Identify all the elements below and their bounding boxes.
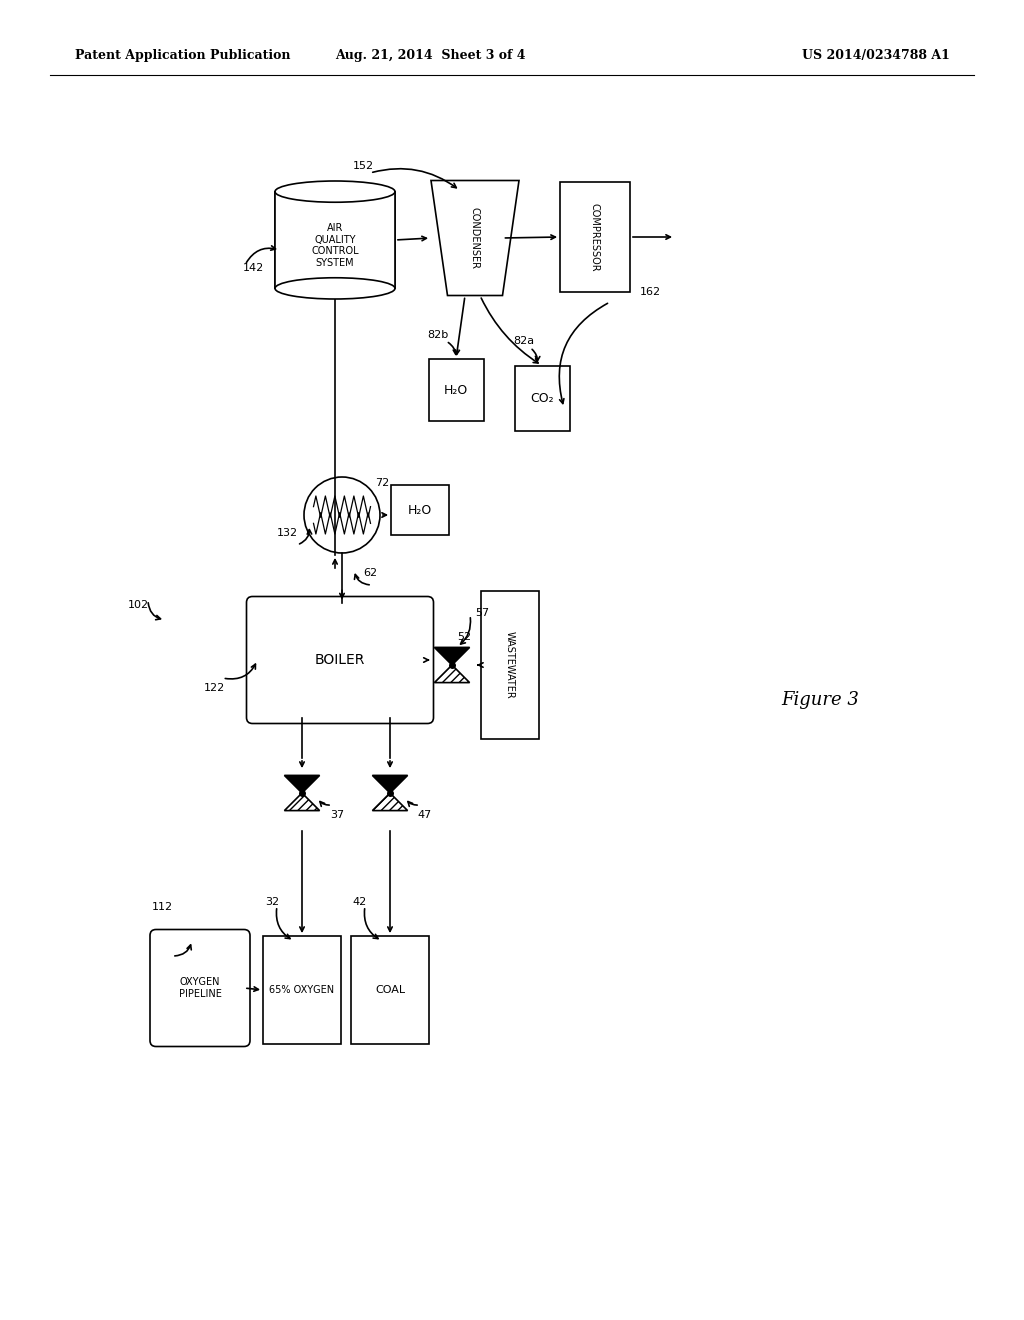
Text: 112: 112 xyxy=(152,903,173,912)
Bar xyxy=(481,591,539,739)
Bar xyxy=(560,182,630,292)
Text: H₂O: H₂O xyxy=(443,384,468,396)
Polygon shape xyxy=(373,793,408,810)
Bar xyxy=(263,936,341,1044)
Bar xyxy=(428,359,483,421)
Text: 47: 47 xyxy=(418,810,432,820)
Text: 102: 102 xyxy=(127,601,148,610)
Polygon shape xyxy=(431,181,519,296)
Text: Figure 3: Figure 3 xyxy=(781,690,859,709)
Text: BOILER: BOILER xyxy=(314,653,366,667)
Bar xyxy=(275,191,395,288)
Text: 122: 122 xyxy=(204,682,225,693)
Text: CO₂: CO₂ xyxy=(530,392,554,404)
Text: 72: 72 xyxy=(375,478,389,488)
Text: Aug. 21, 2014  Sheet 3 of 4: Aug. 21, 2014 Sheet 3 of 4 xyxy=(335,49,525,62)
Ellipse shape xyxy=(275,277,395,300)
FancyBboxPatch shape xyxy=(247,597,433,723)
Text: OXYGEN
PIPELINE: OXYGEN PIPELINE xyxy=(178,977,221,999)
Text: 82a: 82a xyxy=(513,337,535,346)
Text: 65% OXYGEN: 65% OXYGEN xyxy=(269,985,335,995)
Text: CONDENSER: CONDENSER xyxy=(470,207,480,269)
Text: 52: 52 xyxy=(457,632,471,642)
Text: 57: 57 xyxy=(475,609,489,618)
Text: H₂O: H₂O xyxy=(408,503,432,516)
Text: 37: 37 xyxy=(330,810,344,820)
Text: 32: 32 xyxy=(265,898,280,907)
FancyBboxPatch shape xyxy=(150,929,250,1047)
Polygon shape xyxy=(373,775,408,793)
Text: AIR
QUALITY
CONTROL
SYSTEM: AIR QUALITY CONTROL SYSTEM xyxy=(311,223,358,268)
Text: 42: 42 xyxy=(353,898,368,907)
Circle shape xyxy=(304,477,380,553)
Text: 132: 132 xyxy=(276,528,298,539)
Text: 152: 152 xyxy=(352,161,374,172)
Text: US 2014/0234788 A1: US 2014/0234788 A1 xyxy=(802,49,950,62)
Text: 62: 62 xyxy=(362,568,377,578)
Bar xyxy=(391,484,449,535)
Text: Patent Application Publication: Patent Application Publication xyxy=(75,49,291,62)
Text: COAL: COAL xyxy=(375,985,406,995)
Polygon shape xyxy=(285,793,319,810)
Polygon shape xyxy=(434,665,470,682)
Text: 82b: 82b xyxy=(427,330,449,341)
Text: 142: 142 xyxy=(243,263,263,273)
Bar xyxy=(514,366,569,430)
Bar xyxy=(351,936,429,1044)
Text: 162: 162 xyxy=(639,286,660,297)
Ellipse shape xyxy=(275,181,395,202)
Polygon shape xyxy=(434,647,470,665)
Text: COMPRESSOR: COMPRESSOR xyxy=(590,203,600,272)
Polygon shape xyxy=(285,775,319,793)
Text: WASTEWATER: WASTEWATER xyxy=(505,631,515,698)
